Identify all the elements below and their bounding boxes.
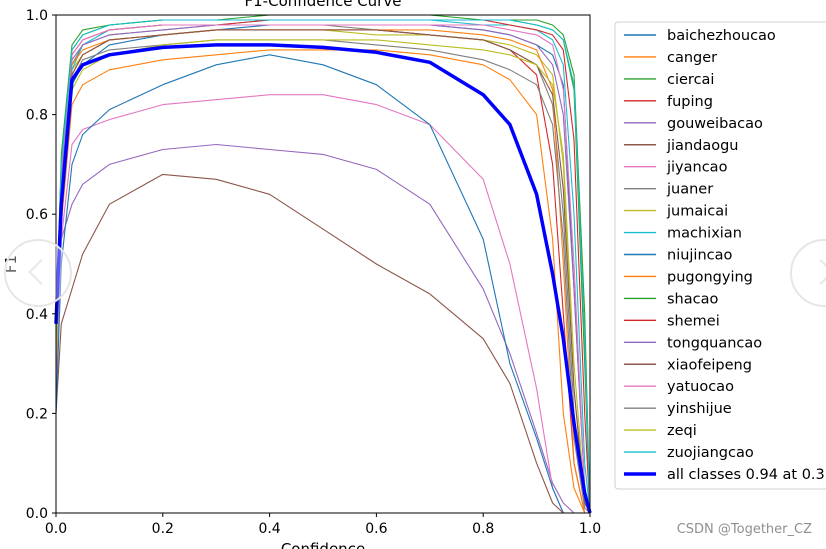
x-tick-label: 0.8 [472,521,494,537]
plot-area [54,14,592,514]
legend-frame [614,21,826,490]
series-line-19 [55,19,591,514]
legend-label-2: ciercai [667,72,714,88]
legend-label-16: yatuocao [667,379,734,395]
legend-label-18: zeqi [667,423,697,439]
series-line-3 [55,29,590,514]
legend-label-20: all classes 0.94 at 0.3 [667,467,825,483]
series-line-16 [55,24,591,514]
series-line-15 [55,29,591,514]
legend-label-8: jumaicai [666,204,728,220]
legend-label-17: yinshijue [667,401,732,417]
x-axis: 0.0 0.2 0.4 0.6 0.8 1.0 [45,513,601,537]
chart-title: F1-Confidence Curve [245,0,402,10]
x-tick-label: 0.2 [152,521,174,537]
legend-label-15: xiaofeipeng [667,357,752,373]
legend-label-19: zuojiangcao [667,445,754,461]
legend-label-14: tongquancao [667,335,762,351]
legend-label-7: juaner [666,182,713,198]
legend-label-11: pugongying [667,269,753,285]
legend-label-9: machixian [667,226,742,242]
series-line-4 [55,143,590,514]
series-line-0 [55,24,591,514]
y-tick-label: 0.4 [26,307,48,323]
chart-legend: baichezhoucao canger ciercai fuping gouweiba… [614,21,826,490]
y-tick-label: 0.6 [26,207,48,223]
legend-label-3: fuping [667,94,713,110]
legend-label-4: gouweibacao [667,116,763,132]
series-line-18 [55,39,591,514]
series-line-8 [55,29,591,514]
chevron-left-icon [28,259,54,285]
x-tick-label: 1.0 [579,521,601,537]
chevron-right-icon [808,259,826,285]
legend-label-1: canger [667,50,717,66]
y-tick-label: 0.0 [26,506,48,522]
legend-label-5: jiandaogu [666,138,739,154]
series-line-11 [55,29,590,514]
y-tick-label: 1.0 [26,8,48,24]
legend-label-12: shacao [667,291,718,307]
legend-label-10: niujincao [667,248,733,264]
series-line-14 [55,24,591,514]
x-tick-label: 0.6 [365,521,387,537]
legend-label-13: shemei [667,313,720,329]
x-axis-label: Confidence [281,540,365,549]
series-line-7 [55,24,591,514]
series-line-20 [54,43,592,514]
previous-image-button[interactable] [4,239,72,307]
x-tick-label: 0.4 [258,521,280,537]
series-line-1 [55,49,590,514]
y-tick-label: 0.2 [26,406,48,422]
watermark: CSDN @Together_CZ [676,522,812,537]
series-line-17 [55,39,591,514]
legend-label-0: baichezhoucao [667,28,776,44]
legend-label-6: jiyancao [666,160,728,176]
x-tick-label: 0.0 [45,521,67,537]
y-axis: 0.0 0.2 0.4 0.6 0.8 1.0 [26,8,56,522]
series-line-5 [55,173,590,514]
y-tick-label: 0.8 [26,108,48,124]
